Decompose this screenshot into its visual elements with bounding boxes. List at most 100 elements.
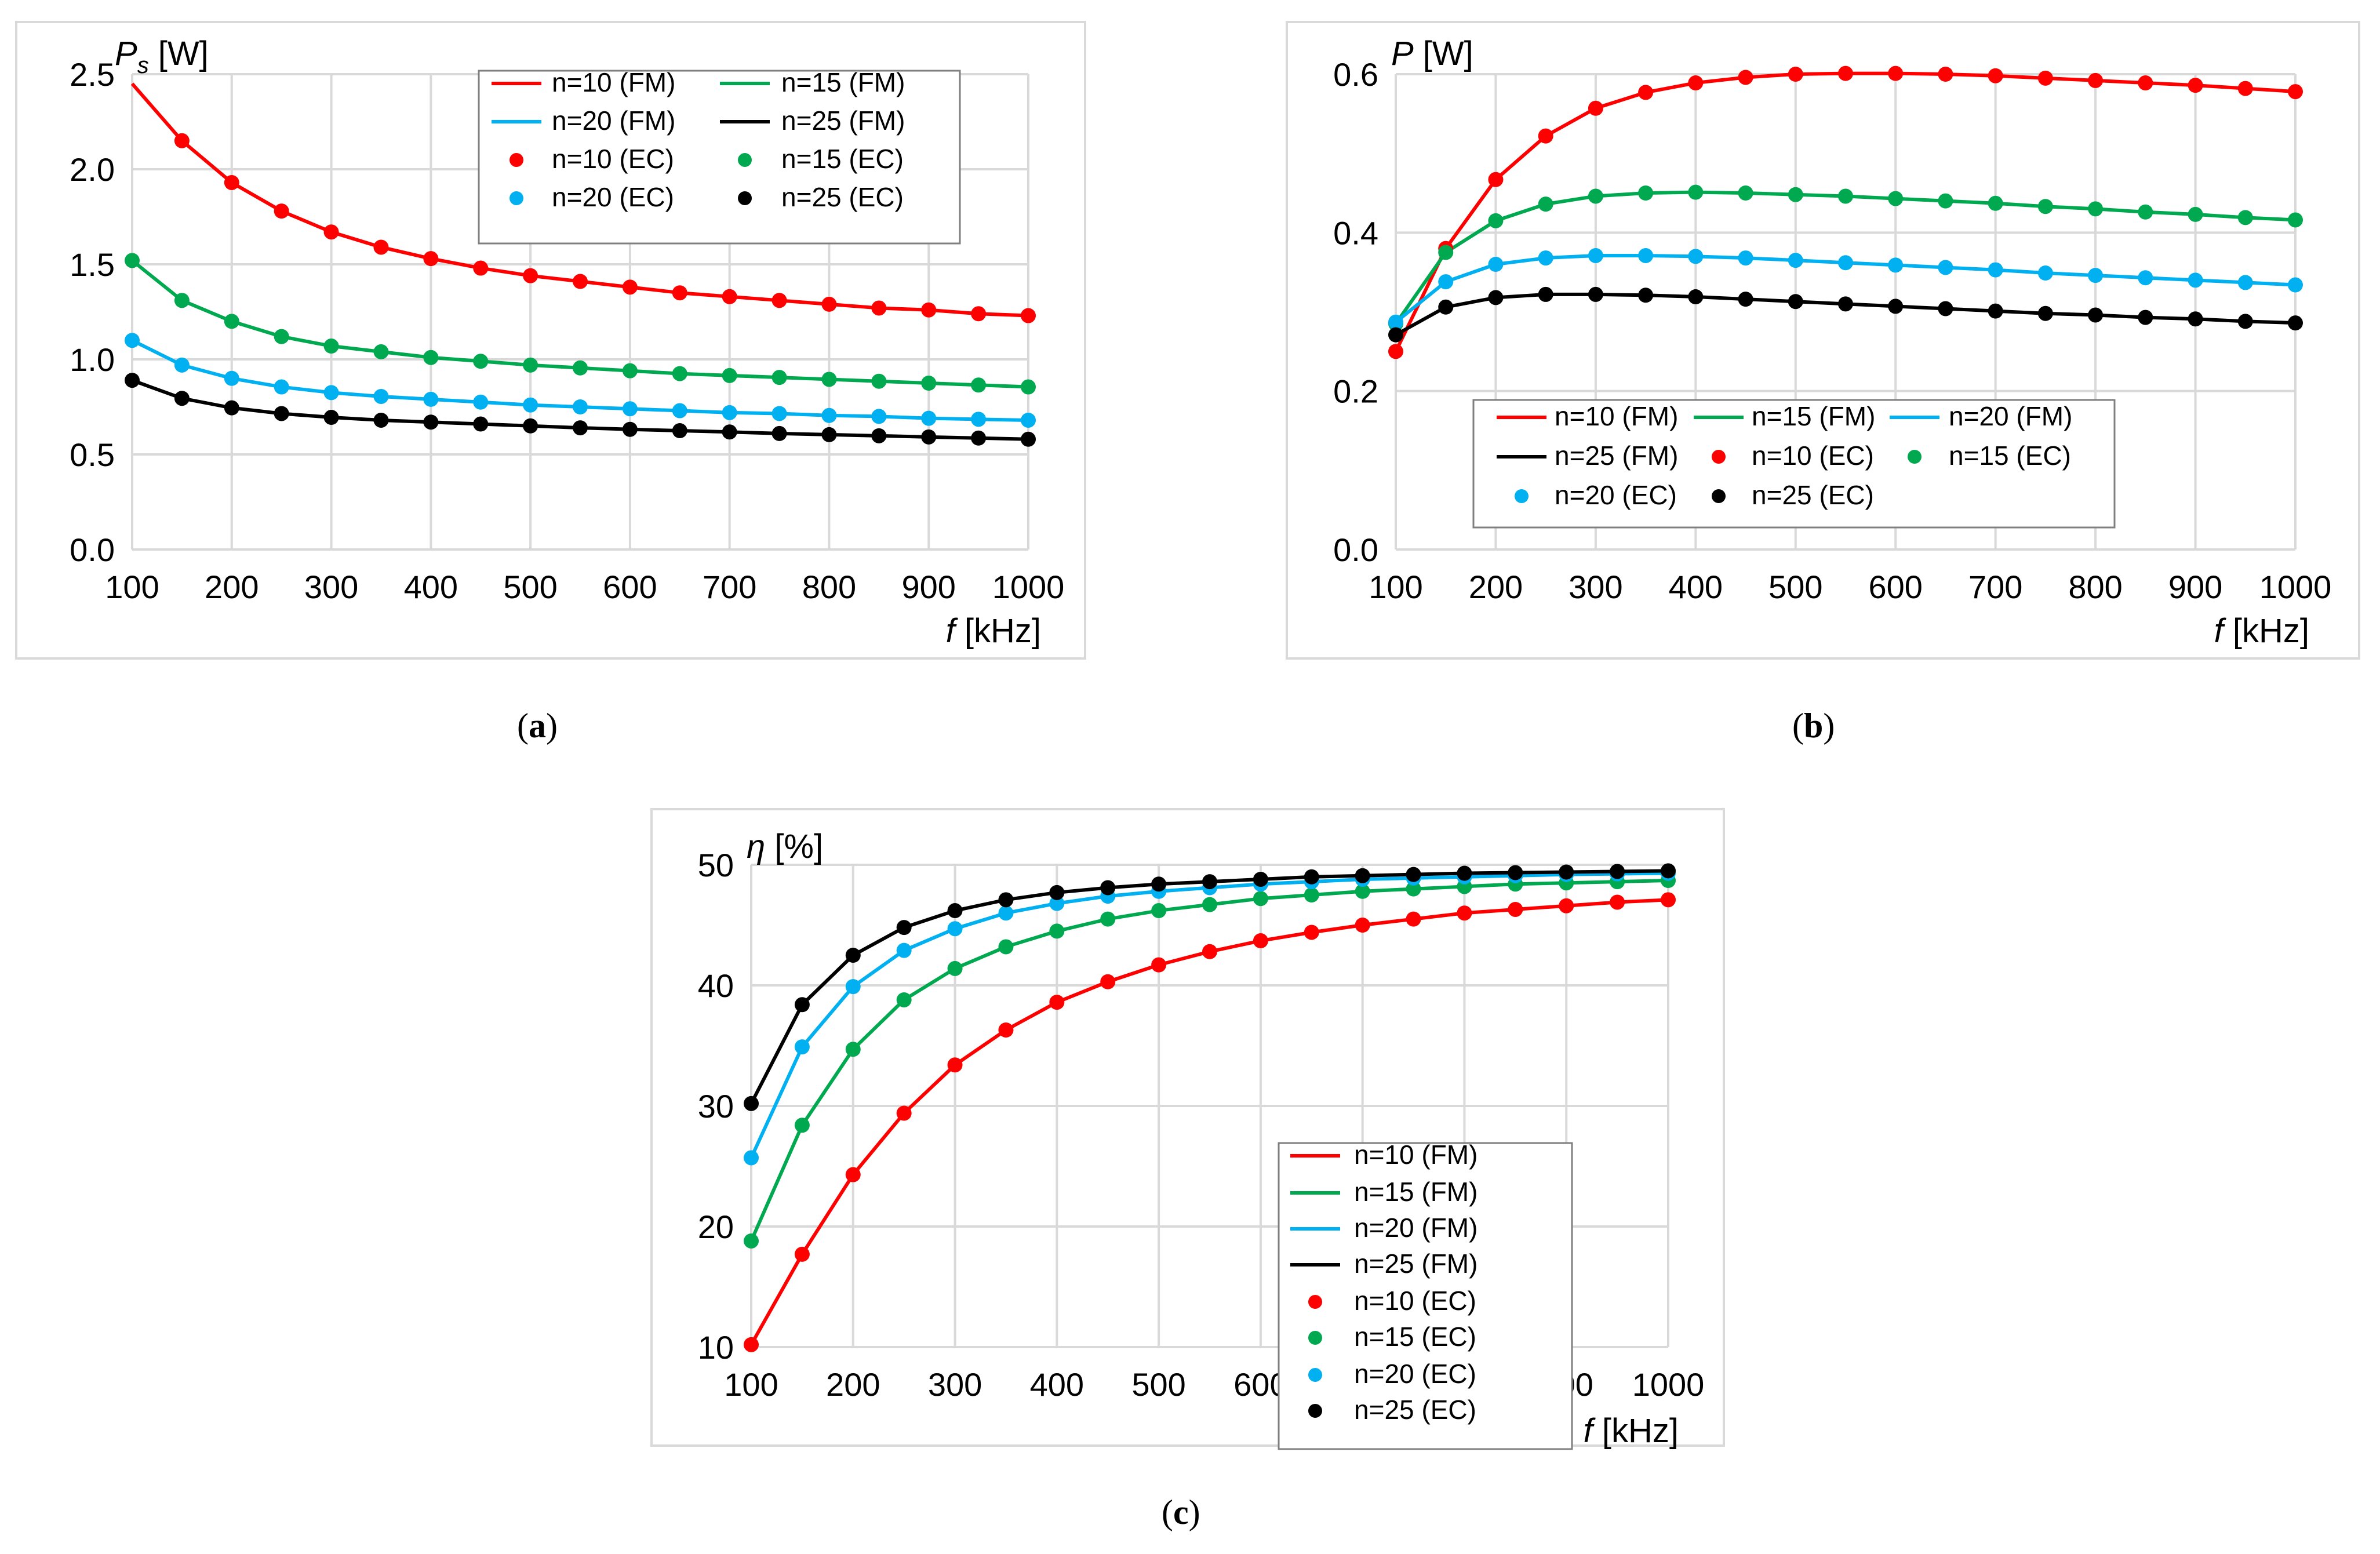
chart-c-point-n10-ec: [1304, 925, 1319, 940]
chart-b-y-tick-label: 0.0: [1333, 532, 1378, 568]
chart-a-y-tick-label: 1.0: [70, 341, 115, 378]
chart-c-point-n25-ec: [1559, 864, 1574, 880]
chart-c-legend-swatch-dot: [1308, 1331, 1322, 1345]
chart-c-y-axis-label: η [%]: [747, 828, 823, 865]
chart-c-point-n25-ec: [1100, 880, 1116, 896]
chart-a-point-n10-ec: [871, 300, 887, 316]
chart-a-point-n20-ec: [672, 403, 687, 418]
chart-c-legend-label: n=25 (FM): [1354, 1249, 1478, 1279]
chart-b-point-n10-ec: [1938, 67, 1953, 82]
chart-c-point-n25-ec: [1508, 865, 1523, 880]
chart-b-x-tick-label: 700: [1968, 569, 2022, 605]
chart-c-point-n15-ec: [1202, 897, 1217, 912]
chart-b-y-tick-label: 0.6: [1333, 56, 1378, 93]
chart-c-point-n10-ec: [1508, 901, 1523, 917]
chart-b-point-n20-ec: [2188, 272, 2203, 288]
chart-b-point-n15-ec: [2288, 212, 2303, 228]
chart-a-point-n20-ec: [174, 357, 190, 373]
chart-a-point-n15-ec: [174, 293, 190, 308]
chart-a-point-n10-ec: [523, 268, 538, 283]
chart-a-legend-label: n=20 (FM): [552, 105, 675, 136]
chart-b-point-n25-ec: [2188, 311, 2203, 327]
chart-b-point-n10-ec: [2288, 84, 2303, 100]
chart-c-point-n20-ec: [744, 1150, 759, 1166]
chart-b-y-tick-label: 0.2: [1333, 373, 1378, 410]
chart-a-point-n25-ec: [373, 412, 389, 428]
chart-b-legend-label: n=10 (EC): [1752, 441, 1874, 471]
chart-a-point-n10-ec: [373, 239, 389, 255]
chart-b-point-n10-ec: [2138, 75, 2153, 91]
caption-c-letter: c: [1173, 1493, 1189, 1531]
chart-b-legend-label: n=10 (FM): [1555, 401, 1678, 431]
chart-a-legend-label: n=15 (FM): [781, 67, 905, 97]
chart-b-point-n25-ec: [1438, 299, 1454, 315]
chart-b-legend-label: n=25 (EC): [1752, 480, 1874, 510]
chart-a-point-n20-ec: [473, 394, 489, 410]
chart-b-point-n25-ec: [1538, 286, 1553, 302]
chart-b-legend-swatch-dot: [1908, 450, 1922, 464]
chart-b-point-n15-ec: [2088, 201, 2104, 217]
chart-a-y-tick-label: 0.5: [70, 436, 115, 473]
chart-b-point-n25-ec: [2288, 315, 2303, 331]
chart-a-x-tick-label: 400: [404, 569, 458, 605]
chart-a-point-n25-ec: [523, 418, 538, 434]
chart-c-x-tick-label: 300: [928, 1366, 982, 1403]
chart-a-point-n25-ec: [174, 391, 190, 406]
chart-b-point-n25-ec: [1488, 290, 1504, 305]
chart-a-point-n25-ec: [274, 406, 289, 421]
chart-b-point-n20-ec: [1938, 260, 1953, 275]
chart-b-point-n25-ec: [1588, 286, 1603, 302]
chart-c-point-n25-ec: [1406, 867, 1421, 882]
chart-a-point-n10-ec: [573, 274, 588, 289]
chart-a-y-tick-label: 1.5: [70, 246, 115, 283]
chart-b-point-n25-ec: [1638, 287, 1654, 303]
chart-c-point-n10-ec: [1661, 892, 1676, 908]
chart-c-point-n10-ec: [1610, 894, 1625, 910]
chart-a-legend-swatch-dot: [738, 191, 752, 205]
chart-a-point-n25-ec: [622, 421, 638, 437]
chart-panel-c: 1020304050100200300400500600700800900100…: [650, 808, 1725, 1450]
chart-c-x-tick-label: 100: [724, 1366, 778, 1403]
chart-b-point-n10-ec: [1888, 65, 1904, 81]
chart-a-point-n15-ec: [921, 376, 937, 391]
caption-c-open: (: [1162, 1493, 1173, 1531]
chart-c-point-n25-ec: [744, 1096, 759, 1111]
chart-c-y-tick-label: 50: [698, 847, 734, 883]
chart-b-point-n20-ec: [1688, 249, 1704, 264]
chart-a-point-n20-ec: [821, 407, 837, 423]
chart-c-x-tick-label: 1000: [1632, 1366, 1705, 1403]
chart-c-x-tick-label: 500: [1131, 1366, 1185, 1403]
chart-a-point-n20-ec: [1021, 412, 1036, 428]
chart-b-point-n15-ec: [2188, 206, 2203, 222]
chart-b-y-axis-label: P [W]: [1391, 35, 1473, 72]
chart-c-point-n10-ec: [1100, 974, 1116, 989]
chart-c-point-n25-ec: [1202, 874, 1217, 890]
chart-a-x-axis-label: f [kHz]: [946, 612, 1041, 650]
chart-c-legend-label: n=10 (FM): [1354, 1140, 1478, 1170]
chart-b-point-n20-ec: [1638, 248, 1654, 263]
chart-a-legend-label: n=10 (FM): [552, 67, 675, 97]
chart-b-point-n10-ec: [1988, 68, 2003, 83]
chart-a-point-n10-ec: [772, 293, 787, 308]
chart-b-svg: 0.0 0.2 0.4 0.6 100 200 300 400 500 600 700 800 900 1…: [1333, 35, 2331, 650]
chart-c-y-tick-label: 20: [698, 1209, 734, 1245]
chart-a-point-n20-ec: [323, 385, 339, 401]
chart-b-legend-box: [1472, 399, 2116, 529]
chart-a-point-n10-ec: [274, 203, 289, 219]
chart-b-point-n20-ec: [2037, 265, 2053, 281]
chart-c-point-n15-ec: [1100, 911, 1116, 927]
chart-b-point-n10-ec: [1638, 85, 1654, 100]
chart-b-point-n25-ec: [1838, 296, 1853, 312]
caption-c: (c): [1162, 1493, 1200, 1533]
chart-a-point-n15-ec: [622, 363, 638, 379]
chart-a-point-n25-ec: [672, 423, 687, 438]
chart-c-point-n10-ec: [1253, 933, 1268, 949]
chart-c-point-n20-ec: [794, 1039, 810, 1055]
chart-b-point-n25-ec: [2088, 307, 2104, 323]
chart-a-point-n10-ec: [323, 224, 339, 240]
chart-b-point-n20-ec: [2237, 275, 2253, 290]
chart-c-point-n10-ec: [845, 1167, 861, 1182]
chart-a-point-n15-ec: [224, 314, 239, 329]
chart-c-point-n10-ec: [1355, 918, 1370, 933]
chart-b-point-n15-ec: [1688, 184, 1704, 200]
